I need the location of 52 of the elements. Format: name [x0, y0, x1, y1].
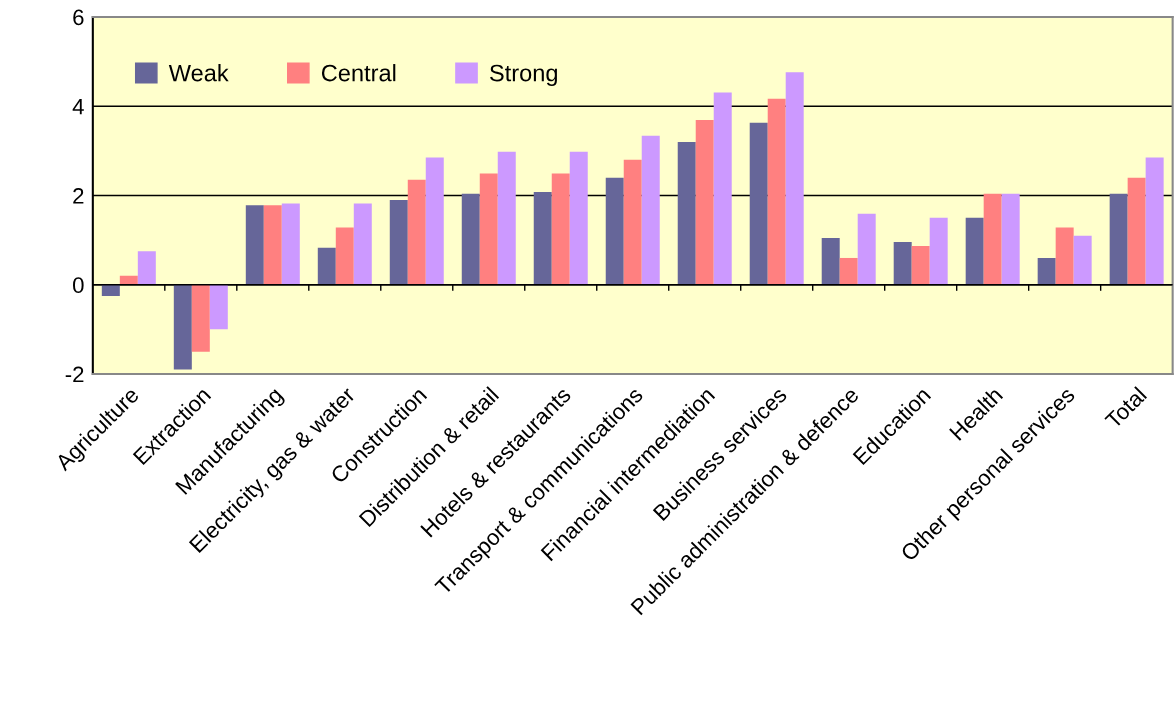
- bar: [245, 205, 264, 285]
- bar: [929, 217, 948, 285]
- y-tick-label: 0: [73, 277, 84, 294]
- bar: [1055, 227, 1074, 285]
- y-tick-label: 4: [72, 98, 84, 115]
- bar: [839, 257, 858, 285]
- bar: [605, 177, 624, 285]
- bar: [767, 98, 786, 285]
- legend-label: Weak: [168, 64, 229, 82]
- bar: [911, 245, 930, 285]
- bar: [335, 227, 354, 285]
- legend-label: Strong: [490, 64, 557, 87]
- y-tick-label: 6: [73, 9, 84, 26]
- bar: [1109, 193, 1128, 285]
- bar: [713, 92, 732, 285]
- bar: [551, 173, 570, 285]
- bar: [1127, 177, 1146, 285]
- bar: [1145, 157, 1164, 285]
- bar: [497, 151, 516, 285]
- y-tick-label: -2: [65, 366, 84, 383]
- bar: [569, 151, 588, 285]
- bar: [677, 141, 696, 285]
- bar: [281, 203, 300, 285]
- bar: [461, 193, 480, 285]
- bar: [785, 72, 804, 285]
- bar: [857, 213, 876, 285]
- bar: [137, 251, 156, 285]
- bar: [263, 205, 282, 285]
- bar: [893, 241, 912, 285]
- bar: [983, 193, 1002, 285]
- legend-label: Central: [321, 64, 396, 82]
- bar: [821, 237, 840, 285]
- bar: [173, 284, 192, 370]
- bar: [425, 157, 444, 285]
- bar: [1037, 257, 1056, 285]
- bar: [641, 135, 660, 285]
- bar: [101, 284, 120, 296]
- bar: [407, 179, 426, 285]
- bar: [209, 284, 228, 330]
- bar: [317, 247, 336, 285]
- y-tick-label: 2: [73, 188, 84, 204]
- bar: [389, 199, 408, 285]
- bar: [353, 203, 372, 285]
- bar: [623, 159, 642, 285]
- bar: [695, 120, 714, 285]
- bar: [1073, 235, 1092, 285]
- bar: [749, 122, 768, 285]
- bar: [479, 173, 498, 285]
- bar: [965, 217, 984, 285]
- bar: [1001, 193, 1020, 285]
- bar: [191, 284, 210, 352]
- bar: [533, 191, 552, 285]
